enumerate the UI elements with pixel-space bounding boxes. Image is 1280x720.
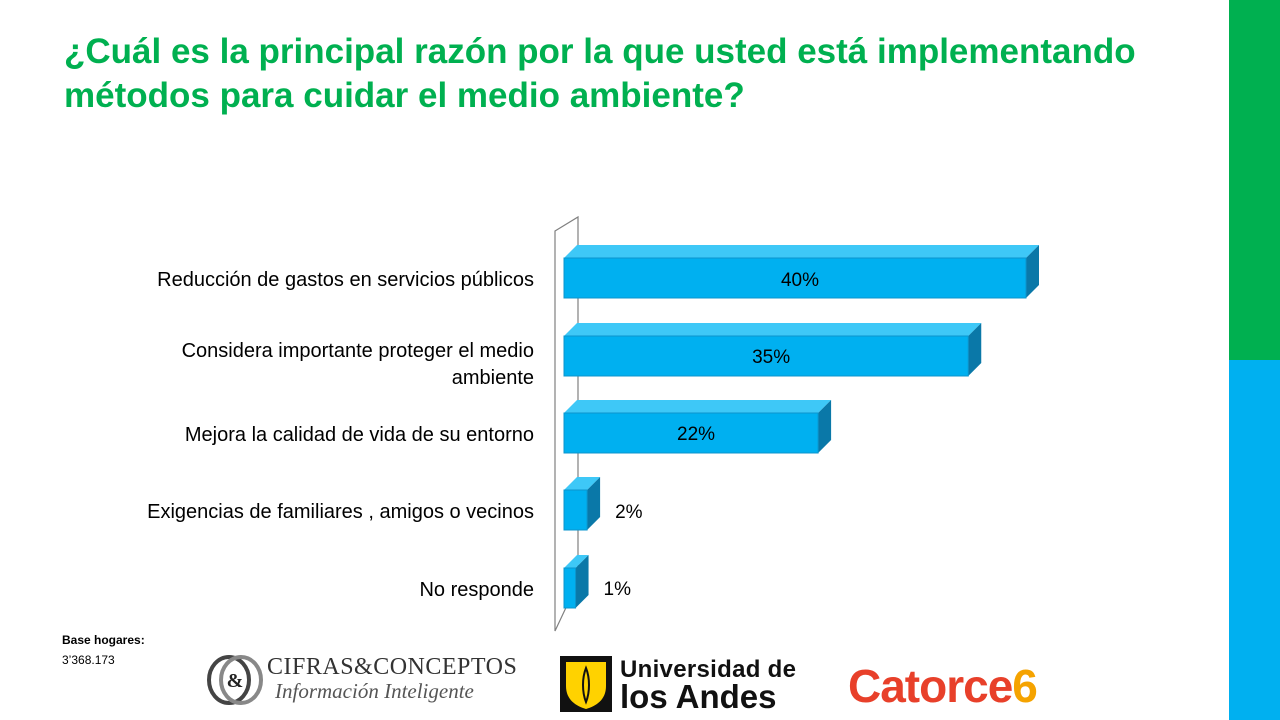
bar-5: 1%	[563, 555, 632, 609]
category-label-line: Exigencias de familiares , amigos o veci…	[147, 500, 534, 523]
category-label-line: ambiente	[451, 367, 534, 389]
bar-value-label: 2%	[615, 502, 643, 523]
bar-chart: 40% 35% 22% 2% 1%	[554, 215, 1039, 632]
bar-side-face	[1026, 245, 1039, 298]
cifras-conceptos-logo: & CIFRAS&CONCEPTOS Información Inteligen…	[207, 654, 527, 706]
catorce6-logo: Catorce6	[848, 660, 1038, 712]
bar-value-label: 40%	[781, 270, 819, 291]
bar-top-face	[564, 555, 589, 568]
cifras-conceptos-mark-icon: &	[207, 655, 263, 705]
bar-top-face	[564, 323, 982, 336]
category-label-line: No responde	[419, 578, 534, 601]
bar-value-label: 35%	[752, 347, 790, 368]
bar-side-face	[968, 323, 982, 376]
bar-value-label: 22%	[677, 424, 715, 445]
category-label-line: Reducción de gastos en servicios público…	[157, 268, 534, 291]
bar-1: 40%	[563, 245, 1039, 299]
bar-front-face	[563, 412, 819, 454]
category-label-line: Considera importante proteger el medio	[181, 340, 534, 362]
base-value: 3’368.173	[62, 653, 115, 667]
uniandes-logo: Universidad de los Andes	[558, 656, 820, 715]
category-label-line: Mejora la calidad de vida de su entorno	[184, 423, 534, 446]
side-accent-green	[1229, 0, 1280, 360]
catorce-text: Catorce	[848, 660, 1013, 712]
uniandes-shield-icon	[560, 656, 612, 712]
bar-front-face	[563, 257, 1027, 299]
bar-side-face	[587, 477, 601, 530]
base-note: Base hogares: 3’368.173	[62, 630, 145, 670]
bar-front-face	[563, 335, 969, 377]
bar-2: 35%	[563, 323, 982, 377]
category-label: Mejora la calidad de vida de su entorno	[94, 422, 534, 449]
bar-4: 2%	[563, 477, 643, 531]
category-label: Reducción de gastos en servicios público…	[94, 267, 534, 294]
bar-top-face	[564, 400, 832, 413]
category-label: Exigencias de familiares , amigos o veci…	[94, 499, 534, 526]
uniandes-line2: los Andes	[620, 678, 777, 715]
bar-side-face	[575, 555, 589, 608]
bar-front-face	[563, 489, 588, 531]
bar-side-face	[818, 400, 832, 453]
cifras-mark-text: &	[227, 670, 244, 692]
uniandes-line1: Universidad de	[620, 656, 797, 683]
category-label: Considera importante proteger el medio am…	[94, 338, 534, 392]
side-accent-blue	[1229, 360, 1280, 720]
bar-top-face	[564, 245, 1039, 258]
bar-top-face	[564, 477, 601, 490]
base-label: Base hogares:	[62, 633, 145, 647]
bar-3: 22%	[563, 400, 832, 454]
category-label: No responde	[94, 577, 534, 604]
catorce-number: 6	[1012, 660, 1038, 712]
bar-front-face	[563, 567, 577, 609]
cifras-line2: Información Inteligente	[275, 679, 474, 703]
slide-title: ¿Cuál es la principal razón por la que u…	[64, 32, 1136, 115]
bar-value-label: 1%	[604, 579, 632, 600]
cifras-line1: CIFRAS&CONCEPTOS	[267, 654, 518, 680]
